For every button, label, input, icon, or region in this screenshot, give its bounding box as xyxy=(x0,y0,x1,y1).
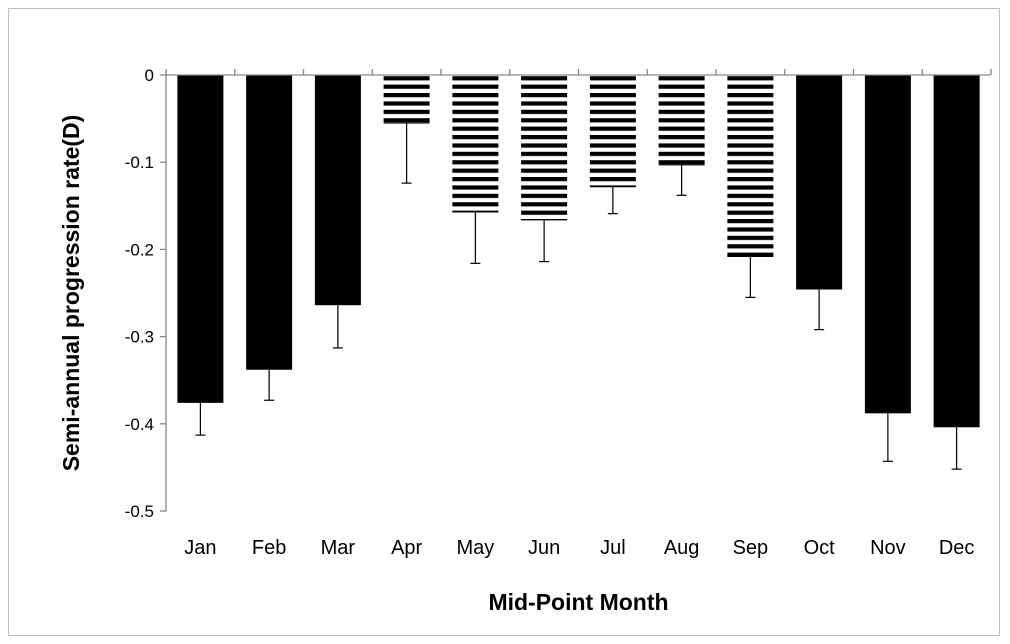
bar-sep xyxy=(727,75,774,257)
bar-oct xyxy=(796,75,843,290)
y-axis-ticks: 0 -0.1 -0.2 -0.3 -0.4 -0.5 xyxy=(125,66,992,521)
x-axis-tick-labels: Jan Feb Mar Apr May Jun Jul Aug Sep Oct Nov Dec xyxy=(184,537,974,559)
bar-aug xyxy=(658,75,705,165)
bar-may xyxy=(452,75,499,212)
x-tick-label-mar: Mar xyxy=(321,537,356,559)
bar-chart: 0 -0.1 -0.2 -0.3 -0.4 -0.5 Jan Feb Mar Apr May Jun… xyxy=(58,66,992,615)
x-tick-label-aug: Aug xyxy=(664,537,700,559)
bar-jan xyxy=(177,75,224,403)
bar-dec xyxy=(933,75,980,428)
chart-frame: 0 -0.1 -0.2 -0.3 -0.4 -0.5 Jan Feb Mar Apr May Jun… xyxy=(8,8,1000,636)
x-tick-label-nov: Nov xyxy=(870,537,906,559)
y-tick-label: -0.3 xyxy=(125,328,154,347)
bar-nov xyxy=(864,75,911,414)
x-tick-label-jul: Jul xyxy=(600,537,626,559)
bar-mar xyxy=(314,75,361,306)
y-tick-label: -0.2 xyxy=(125,240,154,259)
x-tick-label-sep: Sep xyxy=(733,537,769,559)
x-tick-label-dec: Dec xyxy=(939,537,975,559)
x-axis-title: Mid-Point Month xyxy=(488,589,668,615)
x-tick-label-oct: Oct xyxy=(804,537,836,559)
bar-apr xyxy=(383,75,430,123)
error-bars xyxy=(195,122,962,470)
y-tick-label: -0.5 xyxy=(125,502,154,521)
y-tick-label: -0.4 xyxy=(125,415,154,434)
y-axis-title: Semi-annual progression rate(D) xyxy=(58,115,84,472)
bar-jul xyxy=(589,75,636,187)
x-tick-label-feb: Feb xyxy=(252,537,286,559)
bar-jun xyxy=(521,75,568,220)
x-tick-label-apr: Apr xyxy=(391,537,422,559)
y-tick-label: 0 xyxy=(145,66,154,85)
x-tick-label-may: May xyxy=(456,537,494,559)
y-tick-label: -0.1 xyxy=(125,153,154,172)
x-tick-label-jun: Jun xyxy=(528,537,560,559)
bars xyxy=(177,75,980,428)
bar-feb xyxy=(246,75,293,370)
x-tick-label-jan: Jan xyxy=(184,537,216,559)
